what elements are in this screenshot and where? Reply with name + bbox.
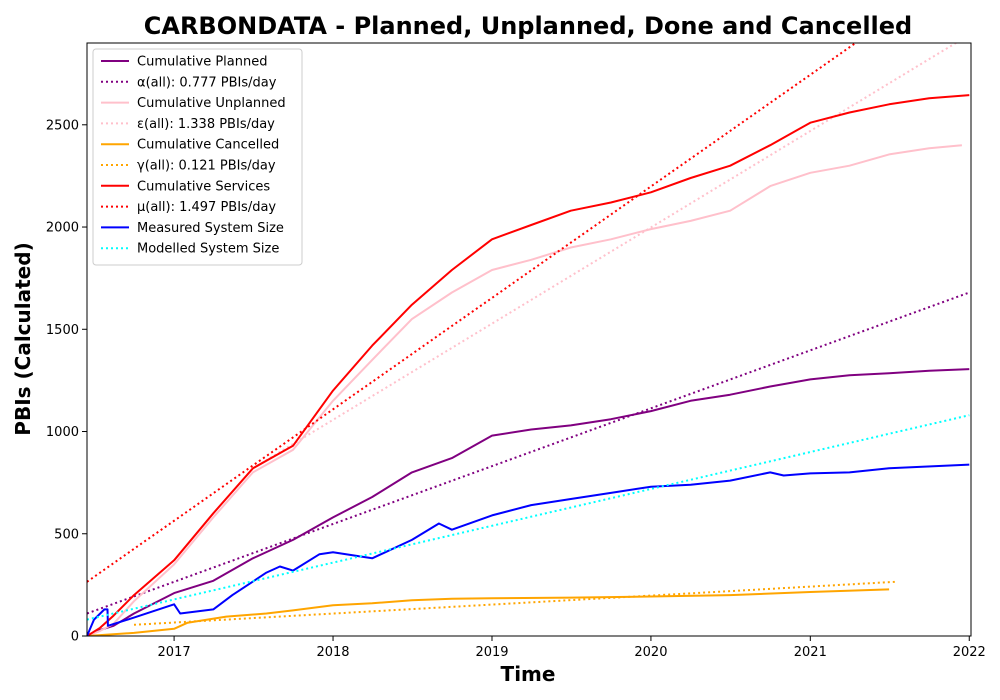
legend: Cumulative Planned α(all): 0.777 PBIs/day…: [92, 48, 303, 266]
series-line-2: [87, 291, 970, 615]
series-line-1: [87, 368, 970, 636]
y-tick-label: 1500: [46, 323, 79, 338]
legend-label: ε(all): 1.338 PBIs/day: [137, 117, 275, 132]
series-line-3: [87, 144, 962, 636]
x-tick-label: 2020: [634, 645, 667, 660]
x-tick-label: 2022: [953, 645, 986, 660]
chart-title: CARBONDATA - Planned, Unplanned, Done an…: [144, 12, 912, 40]
y-tick-label: 2500: [46, 118, 79, 133]
y-tick-label: 2000: [46, 221, 79, 236]
plot-frame: [86, 42, 972, 637]
legend-label: α(all): 0.777 PBIs/day: [137, 75, 277, 90]
legend-label: Measured System Size: [137, 221, 284, 236]
y-tick-label: 1000: [46, 425, 79, 440]
x-tick-label: 2019: [475, 645, 508, 660]
legend-label: Cumulative Services: [137, 179, 270, 194]
y-tick-label: 0: [71, 630, 79, 645]
series-line-10: [87, 414, 970, 621]
x-axis: 2017 2018 2019 2020 2021 2022: [158, 636, 986, 660]
y-axis: 0 500 1000 1500 2000 2500: [46, 118, 87, 645]
x-tick-label: 2018: [316, 645, 349, 660]
x-tick-label: 2021: [794, 645, 827, 660]
legend-label: γ(all): 0.121 PBIs/day: [137, 159, 276, 174]
x-axis-label: Time: [501, 662, 556, 686]
legend-label: Cumulative Unplanned: [137, 96, 286, 111]
legend-label: μ(all): 1.497 PBIs/day: [137, 200, 276, 215]
series-line-6: [133, 580, 896, 626]
x-tick-label: 2017: [158, 645, 191, 660]
series-line-9: [87, 463, 970, 636]
series-line-8: [87, 43, 857, 583]
legend-label: Cumulative Cancelled: [137, 138, 279, 153]
series-line-5: [87, 588, 890, 636]
series-line-7: [87, 94, 970, 636]
series-layer: [87, 43, 970, 636]
legend-box: [92, 48, 303, 266]
y-tick-label: 500: [54, 527, 79, 542]
y-axis-label: PBIs (Calculated): [11, 242, 35, 435]
legend-label: Cumulative Planned: [137, 55, 267, 70]
legend-label: Modelled System Size: [137, 242, 279, 257]
